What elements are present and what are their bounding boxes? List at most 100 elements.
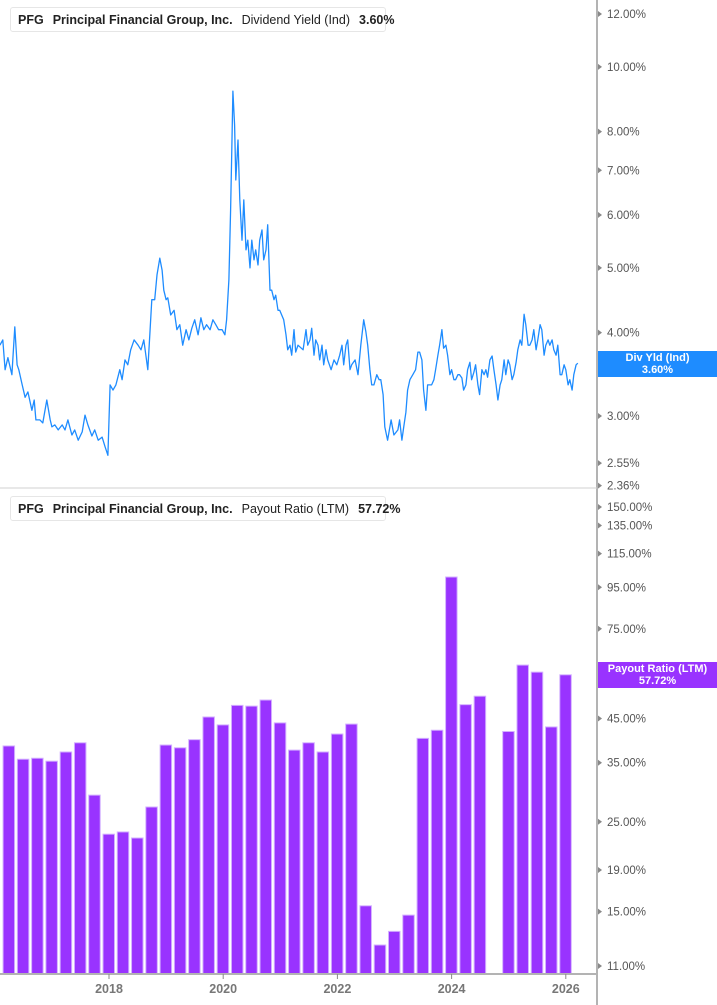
- y-tick-label-payout: 75.00%: [607, 624, 646, 636]
- payout-bar: [445, 576, 458, 975]
- payout-bar: [416, 737, 430, 975]
- payout-bar: [273, 722, 287, 975]
- yield-tag-label: Div Yld (Ind): [625, 352, 690, 364]
- legend-metric: Dividend Yield (Ind): [241, 12, 351, 27]
- payout-legend: PFG Principal Financial Group, Inc. Payo…: [10, 496, 400, 521]
- payout-bar: [230, 704, 244, 975]
- y-tick-label-yield: 5.00%: [607, 263, 640, 275]
- payout-bar: [473, 695, 487, 975]
- y-tick-label-payout: 135.00%: [607, 521, 652, 533]
- y-tick-mark: [598, 128, 602, 135]
- y-tick-mark: [598, 715, 602, 722]
- payout-bar: [2, 745, 16, 975]
- legend-ticker: PFG: [18, 501, 44, 516]
- payout-tag-label: Payout Ratio (LTM): [607, 663, 708, 675]
- y-tick-label-yield: 12.00%: [607, 9, 646, 21]
- legend-value: 3.60%: [359, 12, 395, 27]
- payout-bar: [16, 758, 30, 975]
- payout-bar: [430, 729, 444, 975]
- x-tick-label: 2026: [552, 982, 580, 996]
- payout-bar: [102, 833, 115, 975]
- legend-company: Principal Financial Group, Inc.: [52, 12, 233, 27]
- payout-bar: [345, 723, 358, 975]
- y-tick-label-yield: 2.55%: [607, 458, 640, 470]
- y-tick-mark: [598, 329, 602, 336]
- y-tick-mark: [598, 625, 602, 632]
- y-tick-mark: [598, 818, 602, 825]
- y-tick-label-payout: 35.00%: [607, 758, 646, 770]
- y-tick-label-payout: 115.00%: [607, 549, 652, 561]
- y-tick-mark: [598, 482, 602, 489]
- yield-tag-value: 3.60%: [641, 364, 674, 376]
- payout-bar: [373, 944, 387, 975]
- legend-company: Principal Financial Group, Inc.: [52, 501, 233, 516]
- payout-bar: [131, 837, 144, 975]
- y-tick-label-yield: 8.00%: [607, 127, 640, 139]
- y-tick-mark: [598, 63, 602, 70]
- payout-bar: [31, 757, 44, 975]
- payout-bar: [530, 671, 544, 975]
- payout-bar: [502, 730, 515, 975]
- y-tick-label-yield: 4.00%: [607, 328, 640, 340]
- payout-bar: [545, 726, 558, 975]
- payout-bar: [359, 905, 372, 975]
- yield-legend: PFG Principal Financial Group, Inc. Divi…: [10, 7, 394, 32]
- y-tick-mark: [598, 522, 602, 529]
- y-tick-mark: [598, 867, 602, 874]
- payout-last-value-tag: Payout Ratio (LTM) 57.72%: [598, 662, 717, 688]
- x-tick-label: 2022: [323, 982, 351, 996]
- y-tick-label-payout: 15.00%: [607, 907, 646, 919]
- payout-bar: [202, 716, 215, 975]
- payout-bar: [330, 733, 344, 975]
- payout-bar: [516, 664, 529, 975]
- dividend-yield-line: [0, 90, 579, 456]
- y-tick-mark: [598, 759, 602, 766]
- payout-bar: [173, 747, 187, 975]
- payout-bar: [245, 705, 258, 975]
- x-tick-label: 2024: [438, 982, 466, 996]
- payout-bar: [159, 744, 173, 975]
- y-tick-mark: [598, 584, 602, 591]
- payout-bar: [59, 751, 73, 975]
- y-tick-mark: [598, 167, 602, 174]
- y-tick-label-payout: 150.00%: [607, 502, 652, 514]
- payout-bar: [116, 831, 130, 975]
- payout-bar: [259, 699, 273, 975]
- y-tick-mark: [598, 212, 602, 219]
- y-tick-mark: [598, 413, 602, 420]
- y-tick-label-yield: 2.36%: [607, 481, 640, 493]
- legend-ticker: PFG: [18, 12, 44, 27]
- yield-last-value-tag: Div Yld (Ind) 3.60%: [598, 351, 717, 377]
- payout-bar: [316, 751, 330, 975]
- y-tick-label-payout: 95.00%: [607, 582, 646, 594]
- payout-bar: [302, 742, 315, 975]
- payout-bar: [388, 930, 401, 975]
- y-tick-mark: [598, 264, 602, 271]
- y-tick-mark: [598, 504, 602, 510]
- payout-bar: [188, 739, 201, 975]
- y-tick-label-payout: 11.00%: [607, 961, 645, 973]
- y-tick-label-yield: 10.00%: [607, 62, 646, 74]
- y-tick-label-yield: 7.00%: [607, 165, 640, 177]
- payout-bar: [559, 674, 572, 975]
- legend-value: 57.72%: [358, 501, 401, 516]
- y-tick-mark: [598, 550, 602, 557]
- x-tick-label: 2020: [209, 982, 237, 996]
- x-tick-label: 2018: [95, 982, 123, 996]
- y-tick-label-payout: 25.00%: [607, 817, 646, 829]
- legend-metric: Payout Ratio (LTM): [241, 501, 350, 516]
- payout-bar: [73, 742, 87, 975]
- payout-bar: [216, 724, 230, 975]
- y-tick-mark: [598, 460, 602, 467]
- payout-bar: [88, 794, 101, 975]
- payout-tag-value: 57.72%: [638, 675, 677, 687]
- payout-bar: [45, 760, 58, 975]
- payout-bar: [402, 914, 415, 975]
- y-tick-mark: [598, 11, 602, 17]
- y-tick-label-yield: 6.00%: [607, 210, 640, 222]
- payout-bar: [145, 806, 158, 975]
- y-tick-mark: [598, 963, 602, 970]
- y-tick-label-payout: 19.00%: [607, 865, 646, 877]
- y-tick-label-yield: 3.00%: [607, 411, 640, 423]
